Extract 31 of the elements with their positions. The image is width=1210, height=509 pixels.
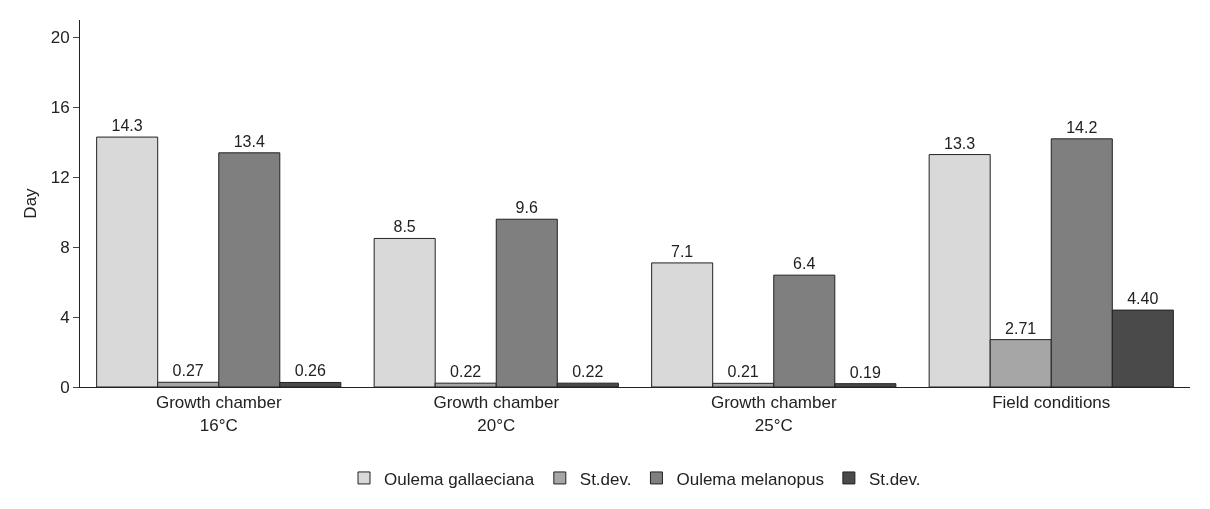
data-label: 0.19	[849, 363, 881, 381]
legend-label: Oulema gallaeciana	[384, 469, 535, 489]
data-label: 4.40	[1127, 290, 1159, 308]
data-label: 7.1	[671, 242, 694, 260]
data-label: 8.5	[393, 218, 416, 236]
y-tick-label: 0	[60, 377, 70, 397]
data-label: 0.21	[727, 363, 759, 381]
y-tick-label: 20	[50, 28, 70, 48]
data-label: 13.3	[944, 134, 976, 152]
x-tick-label: Growth chamber 16°C	[155, 393, 282, 435]
y-tick-label: 16	[50, 98, 70, 118]
y-tick-label: 8	[60, 238, 70, 258]
legend-label: Oulema melanopus	[676, 469, 824, 489]
y-tick-label: 12	[50, 168, 70, 188]
data-label: 13.4	[233, 132, 265, 150]
y-tick-label: 4	[60, 308, 70, 328]
legend-label: St.dev.	[579, 469, 632, 489]
data-label: 0.27	[172, 362, 204, 380]
data-label: 6.4	[793, 255, 816, 273]
x-tick-label: Growth chamber 20°C	[433, 393, 560, 435]
data-label: 14.3	[111, 117, 143, 135]
data-label: 0.22	[572, 363, 604, 381]
data-label: 9.6	[515, 199, 538, 217]
data-label: 0.26	[294, 362, 326, 380]
data-label: 2.71	[1005, 319, 1037, 337]
data-label: 0.22	[450, 363, 482, 381]
x-tick-label: Field conditions	[992, 393, 1111, 413]
x-tick-label: Growth chamber 25°C	[710, 393, 837, 435]
legend-label: St.dev.	[868, 469, 921, 489]
data-label: 14.2	[1066, 118, 1098, 136]
y-axis-title: Day	[21, 187, 40, 219]
